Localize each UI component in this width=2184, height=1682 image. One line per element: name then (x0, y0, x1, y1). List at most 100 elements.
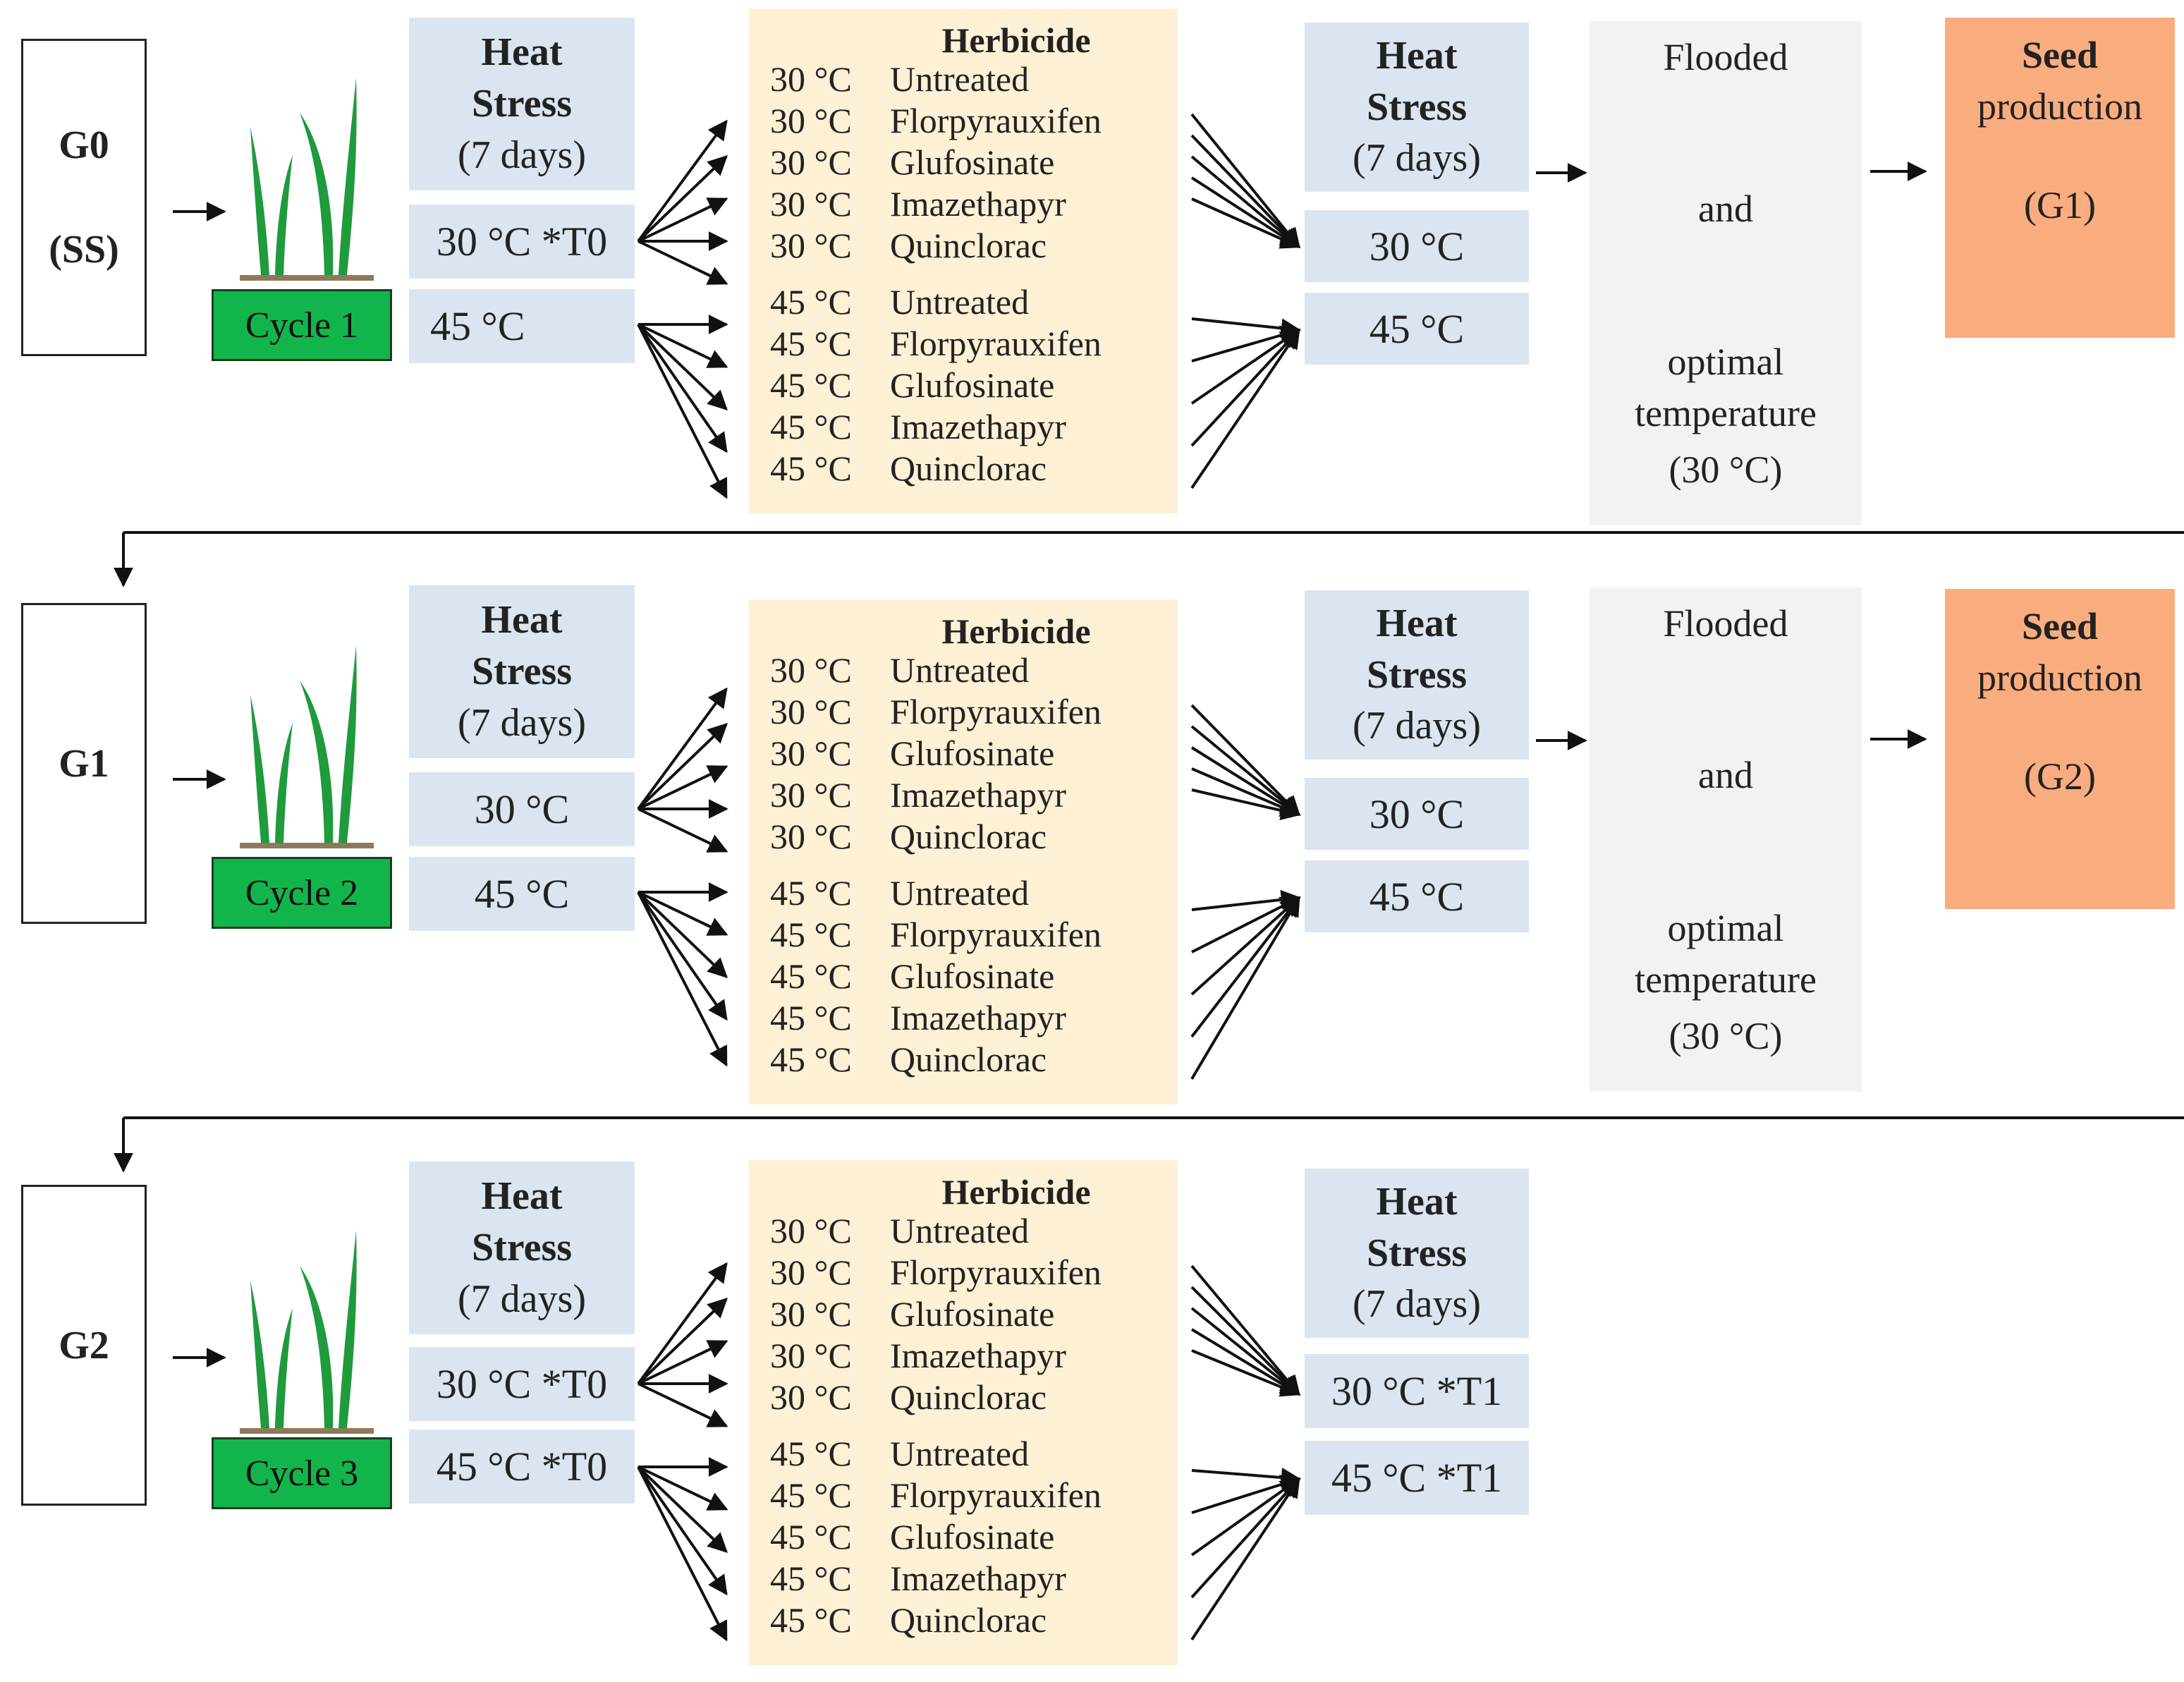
cycle-label: Cycle 1 (212, 289, 392, 361)
temp-30-box-2: 30 °C (1305, 210, 1529, 282)
flooded-line4: temperature (1635, 392, 1817, 434)
herbicide-row-name: Quinclorac (890, 449, 1047, 488)
herbicide-row-temp: 30 °C (770, 1253, 852, 1292)
heat-stress-title-2: Heat Stress (7 days) (1305, 23, 1529, 192)
herbicide-row-name: Quinclorac (890, 1040, 1047, 1079)
fan-in-arrow (1191, 317, 1301, 339)
fan-in-arrow (1190, 134, 1300, 249)
temp-45-box: 45 °C *T0 (409, 1430, 635, 1504)
heat-stress-title: Heat Stress (7 days) (409, 1162, 635, 1334)
herbicide-row-name: Imazethapyr (890, 998, 1066, 1037)
herbicide-row: 45 °C Imazethapyr (770, 407, 1066, 446)
flooded-line3: optimal (1667, 907, 1784, 949)
herbicide-row-name: Imazethapyr (890, 407, 1066, 446)
generation-label: G1 (59, 741, 109, 786)
seed-production-box: Seed production (G1) (1945, 18, 2175, 338)
heat-stress-title-line2: Stress (1366, 1231, 1468, 1275)
generation-box: G1 (21, 603, 147, 924)
herbicide-row: 30 °C Quinclorac (770, 817, 1047, 856)
herbicide-row-temp: 45 °C (770, 282, 852, 322)
herbicide-row: 45 °C Imazethapyr (770, 1559, 1066, 1598)
fan-out-arrow (637, 323, 728, 368)
herbicide-row: 30 °C Florpyrauxifen (770, 1253, 1102, 1292)
heat-stress-duration: (7 days) (1353, 704, 1481, 748)
herbicide-row-name: Untreated (890, 1211, 1030, 1250)
herbicide-row-temp: 45 °C (770, 873, 852, 913)
heat-stress-duration: (7 days) (1353, 1282, 1481, 1327)
herbicide-row: 30 °C Glufosinate (770, 733, 1054, 773)
herbicide-row-name: Glufosinate (890, 142, 1055, 182)
herbicide-row-name: Florpyrauxifen (890, 1253, 1102, 1292)
herbicide-row: 30 °C Glufosinate (770, 1294, 1054, 1334)
temp-45-box-2: 45 °C (1305, 293, 1529, 365)
herbicide-row: 45 °C Untreated (770, 282, 1029, 322)
seed-production-box: Seed production (G2) (1945, 589, 2175, 909)
herbicide-row-name: Florpyrauxifen (890, 101, 1102, 140)
herbicide-row-name: Glufosinate (890, 956, 1055, 996)
fan-in-arrow (1191, 1349, 1301, 1397)
fan-out-arrow (637, 1465, 728, 1596)
herbicide-row-temp: 45 °C (770, 1517, 852, 1556)
herbicide-row-temp: 30 °C (770, 59, 852, 99)
flooded-box: Flooded and optimal temperature (30 °C) (1590, 21, 1862, 525)
herbicide-row-temp: 45 °C (770, 1475, 852, 1515)
fan-out-arrow (637, 687, 728, 810)
herbicide-row-temp: 45 °C (770, 1600, 852, 1640)
herbicide-row-name: Imazethapyr (890, 775, 1066, 815)
temp-30-box: 30 °C *T0 (409, 1347, 635, 1421)
herbicide-row: 45 °C Florpyrauxifen (770, 324, 1102, 363)
heat-stress-title-line1: Heat (481, 30, 563, 75)
flooded-line2: and (1698, 188, 1753, 230)
fan-out-arrow (637, 891, 728, 978)
cycle-label: Cycle 2 (212, 857, 392, 929)
herbicide-row-name: Untreated (890, 59, 1030, 99)
herbicide-row-temp: 45 °C (770, 407, 852, 446)
heat-stress-duration: (7 days) (458, 700, 586, 745)
herbicide-row: 30 °C Florpyrauxifen (770, 692, 1102, 731)
herbicide-title: Herbicide (941, 611, 1091, 651)
heat-stress-title-line2: Stress (471, 650, 573, 694)
seed-line1: Seed (2022, 34, 2098, 76)
heat-stress-title-line1: Heat (1376, 601, 1458, 645)
stage-g2: G2 Cycle 3 Heat Stress (7 days) 30 °C *T… (0, 1146, 2184, 1682)
generation-sublabel: (SS) (49, 228, 119, 272)
fan-in-arrow (1190, 896, 1300, 1080)
heat-stress-title-2: Heat Stress (7 days) (1305, 590, 1529, 760)
herbicide-row-name: Glufosinate (890, 365, 1055, 405)
fan-in-arrow (1190, 1307, 1301, 1396)
herbicide-row-temp: 30 °C (770, 692, 852, 731)
fan-out-arrow (637, 323, 728, 453)
fan-in-arrow (1190, 155, 1301, 248)
fan-out-arrow (637, 723, 728, 810)
temp-30-box-2: 30 °C *T1 (1305, 1354, 1529, 1428)
fan-in-arrow (1190, 1264, 1300, 1396)
heat-stress-duration: (7 days) (1353, 136, 1481, 181)
herbicide-row-name: Florpyrauxifen (890, 324, 1102, 363)
fan-out-arrow (637, 323, 728, 410)
fan-in-arrow (1190, 113, 1300, 249)
herbicide-row-name: Florpyrauxifen (890, 915, 1102, 954)
fan-in-arrow (1191, 788, 1301, 820)
herbicide-box: Herbicide 30 °C Untreated 30 °C Florpyraux… (749, 1160, 1178, 1665)
fan-in-arrow (1190, 329, 1301, 405)
herbicide-row-name: Glufosinate (890, 1517, 1055, 1556)
fan-in-arrow (1190, 896, 1300, 1038)
fan-out-arrow (637, 155, 728, 243)
herbicide-row: 45 °C Quinclorac (770, 1600, 1047, 1640)
herbicide-title: Herbicide (941, 20, 1091, 60)
herbicide-row: 45 °C Florpyrauxifen (770, 915, 1102, 954)
stage-g0: G0 (SS) Cycle 1 Heat Stress (7 days) 30 … (0, 0, 2184, 536)
herbicide-row-temp: 45 °C (770, 915, 852, 954)
seed-line3: (G2) (2024, 755, 2096, 798)
fan-in-arrow (1191, 197, 1301, 249)
herbicide-row: 30 °C Imazethapyr (770, 1336, 1066, 1375)
herbicide-row: 45 °C Glufosinate (770, 956, 1054, 996)
fan-out-arrow (637, 1340, 728, 1385)
herbicide-row-temp: 30 °C (770, 1377, 852, 1417)
plant-icon (233, 638, 381, 857)
heat-stress-title-line2: Stress (1366, 652, 1468, 697)
fan-out-arrow (637, 119, 728, 243)
heat-stress-title-line1: Heat (481, 598, 563, 642)
seed-line2: production (1977, 657, 2142, 699)
herbicide-row-name: Untreated (890, 650, 1030, 690)
